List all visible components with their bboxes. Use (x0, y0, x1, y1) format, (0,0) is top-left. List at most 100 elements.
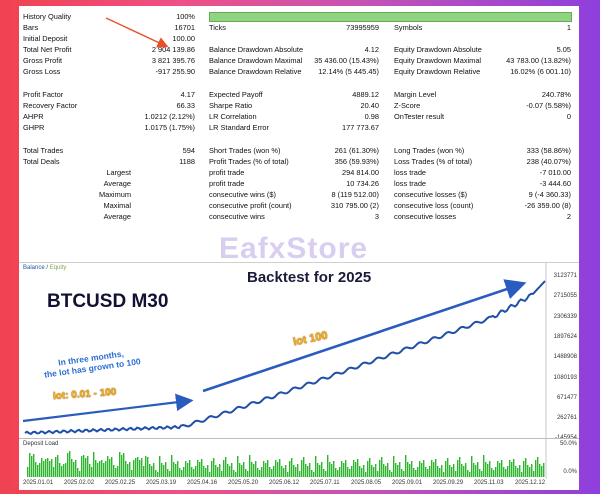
load-bar (259, 470, 261, 477)
deposit-load-panel: Deposit Load 50.0% 0.0% (19, 438, 579, 479)
load-bar (79, 471, 81, 477)
load-bar (351, 466, 353, 477)
load-bar (163, 465, 165, 477)
load-bar (533, 471, 535, 477)
date-label: 2025.04.16 (187, 480, 218, 486)
report-label: History Quality (23, 12, 72, 21)
load-bar (197, 460, 199, 477)
load-bar (443, 472, 445, 477)
report-label: Ticks (209, 23, 226, 32)
load-bar (193, 469, 195, 477)
load-bar (43, 461, 45, 477)
load-bar (477, 462, 479, 477)
load-bar (69, 451, 71, 477)
load-bar (409, 464, 411, 477)
legend-equity: Equity (49, 265, 67, 271)
load-bar (393, 456, 395, 477)
load-bar (365, 472, 367, 477)
report-value: 4889.12 (352, 90, 379, 99)
load-bar (211, 461, 213, 477)
load-bar (339, 467, 341, 477)
load-bar (155, 470, 157, 477)
load-bar (265, 463, 267, 477)
chart-heading: Backtest for 2025 (247, 269, 372, 286)
load-bar (59, 463, 61, 477)
load-bar (527, 465, 529, 477)
load-bar (75, 460, 77, 477)
date-label: 2025.02.25 (105, 480, 136, 486)
date-axis: 2025.01.01 2025.02.02 2025.02.25 2025.03.19… (19, 478, 579, 490)
load-bar (27, 467, 29, 477)
load-bar (317, 463, 319, 477)
load-bar (115, 468, 117, 477)
load-bar (33, 454, 35, 477)
load-bar (295, 467, 297, 477)
load-bar (435, 459, 437, 477)
report-value: 16701 (174, 23, 195, 32)
load-bar (107, 456, 109, 477)
load-bar (523, 461, 525, 477)
load-bar (307, 466, 309, 477)
load-bar (293, 465, 295, 477)
load-bar (519, 465, 521, 477)
load-bar (301, 460, 303, 477)
load-bar (137, 457, 139, 477)
load-bar (315, 456, 317, 477)
load-bar (189, 460, 191, 477)
load-bar (257, 468, 259, 477)
load-bar (157, 472, 159, 477)
load-bar (509, 460, 511, 477)
report-label: Maximal (103, 201, 131, 210)
report-value: -917 255.90 (155, 67, 195, 76)
load-bar (437, 466, 439, 477)
load-bar (169, 471, 171, 477)
load-bar (57, 455, 59, 477)
load-bar (103, 463, 105, 477)
load-bar (419, 461, 421, 477)
load-bar (229, 466, 231, 477)
report-label: Total Net Profit (23, 45, 72, 54)
report-label: Equity Drawdown Relative (394, 67, 481, 76)
report-value: 16.02% (6 001.10) (510, 67, 571, 76)
load-bar (345, 460, 347, 477)
report-label: Equity Drawdown Absolute (394, 45, 482, 54)
load-bar (183, 467, 185, 477)
load-bar (139, 460, 141, 477)
load-bar (515, 466, 517, 477)
report-label: Sharpe Ratio (209, 101, 253, 110)
load-bar (481, 471, 483, 477)
report-value: 356 (59.93%) (334, 157, 379, 166)
legend-balance: Balance (23, 265, 45, 271)
load-bar (247, 471, 249, 477)
load-bar (517, 468, 519, 477)
report-label: LR Correlation (209, 112, 257, 121)
load-bar (347, 467, 349, 477)
load-bar (329, 462, 331, 477)
load-bar (311, 470, 313, 477)
load-bar (261, 467, 263, 477)
load-bar (167, 469, 169, 477)
load-bar (469, 472, 471, 477)
load-bar (451, 467, 453, 477)
report-label: Recovery Factor (23, 101, 78, 110)
load-bar (89, 464, 91, 477)
y-axis-label: 3123771 (553, 273, 577, 279)
report-value: 294 814.00 (342, 168, 379, 177)
load-bar (281, 466, 283, 477)
load-bar (529, 467, 531, 477)
load-bar (199, 462, 201, 477)
load-bar (279, 459, 281, 477)
load-bar (331, 464, 333, 477)
load-bar (41, 458, 43, 477)
report-value: 238 (40.07%) (526, 157, 571, 166)
load-bar (373, 467, 375, 477)
deposit-load-label: Deposit Load (23, 441, 59, 447)
load-bar (521, 472, 523, 477)
date-label: 2025.11.03 (474, 480, 504, 486)
report-label: Profit Trades (% of total) (209, 157, 289, 166)
deposit-load-plot (27, 439, 547, 479)
date-label: 2025.07.11 (310, 480, 340, 486)
report-label: Balance Drawdown Maximal (209, 56, 303, 65)
load-bar (507, 466, 509, 477)
report-value: 20.40 (360, 101, 380, 110)
